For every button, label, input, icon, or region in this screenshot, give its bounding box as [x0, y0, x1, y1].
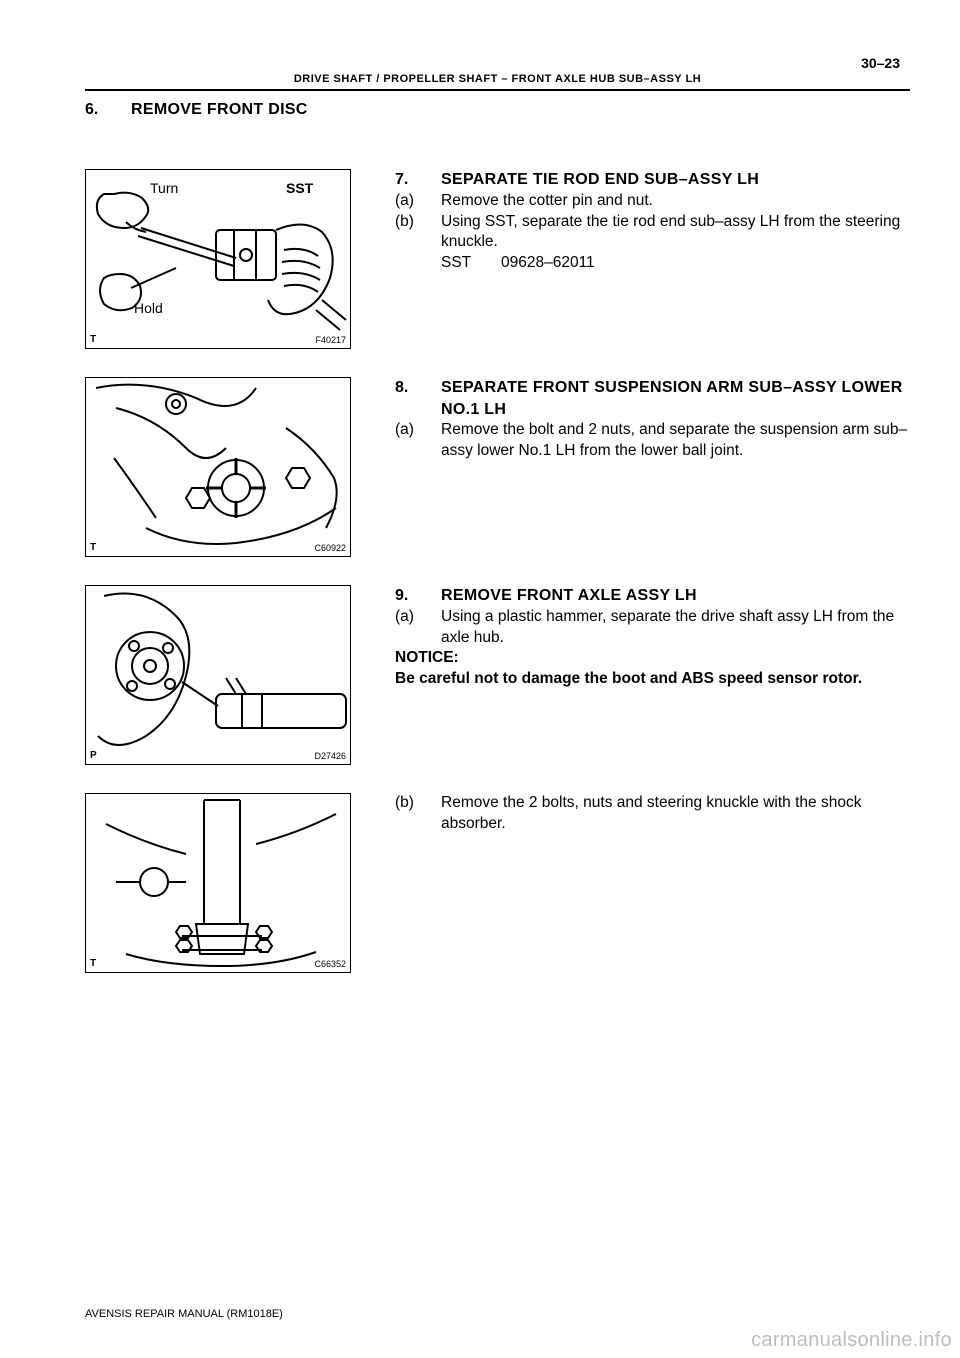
figure-corner: P — [90, 750, 97, 761]
step-8: T C60922 8. SEPARATE FRONT SUSPENSION AR… — [85, 377, 910, 557]
step-7: Turn SST Hold T F40217 7. SEPARATE TIE R… — [85, 169, 910, 349]
figure-code: C60922 — [314, 543, 346, 553]
substep-key: (a) — [395, 420, 441, 462]
substep-key: (b) — [395, 793, 441, 835]
step-title: SEPARATE FRONT SUSPENSION ARM SUB–ASSY L… — [441, 377, 910, 420]
figure-corner: T — [90, 958, 96, 969]
sst-value: 09628–62011 — [501, 253, 595, 274]
notice-title: NOTICE: — [395, 648, 910, 669]
substep-body: Remove the 2 bolts, nuts and steering kn… — [441, 793, 910, 835]
header-breadcrumb: DRIVE SHAFT / PROPELLER SHAFT – FRONT AX… — [85, 73, 910, 89]
substep-key: (a) — [395, 607, 441, 649]
substep-key: (a) — [395, 191, 441, 212]
figure-code: C66352 — [314, 959, 346, 969]
figure-suspension-arm: T C60922 — [85, 377, 351, 557]
substep-body: Remove the bolt and 2 nuts, and separate… — [441, 420, 910, 462]
figure-code: D27426 — [314, 751, 346, 761]
figure-corner: T — [90, 542, 96, 553]
watermark: carmanualsonline.info — [751, 1329, 952, 1352]
sst-label: SST — [441, 253, 501, 274]
step-9b: T C66352 (b) Remove the 2 bolts, nuts an… — [85, 793, 910, 973]
figure-label-turn: Turn — [150, 180, 178, 196]
page-number: 30–23 — [85, 55, 910, 71]
notice-body: Be careful not to damage the boot and AB… — [395, 669, 910, 690]
substep-key: (b) — [395, 212, 441, 275]
step-6: 6. REMOVE FRONT DISC — [85, 101, 910, 119]
substep-body: Using SST, separate the tie rod end sub–… — [441, 212, 910, 275]
substep-body: Remove the cotter pin and nut. — [441, 191, 910, 212]
figure-label-hold: Hold — [134, 300, 163, 316]
step-title: REMOVE FRONT AXLE ASSY LH — [441, 585, 910, 607]
step-number: 6. — [85, 101, 131, 119]
divider — [85, 89, 910, 91]
step-number: 9. — [395, 585, 441, 607]
substep-text: Using SST, separate the tie rod end sub–… — [441, 213, 900, 251]
figure-tie-rod: Turn SST Hold T F40217 — [85, 169, 351, 349]
figure-code: F40217 — [315, 335, 346, 345]
footer: AVENSIS REPAIR MANUAL (RM1018E) — [85, 1308, 283, 1320]
figure-label-sst: SST — [286, 180, 313, 196]
step-number: 8. — [395, 377, 441, 420]
step-title: REMOVE FRONT DISC — [131, 101, 910, 119]
figure-axle-hammer: P D27426 — [85, 585, 351, 765]
figure-shock-absorber: T C66352 — [85, 793, 351, 973]
step-9: P D27426 9. REMOVE FRONT AXLE ASSY LH (a… — [85, 585, 910, 765]
substep-body: Using a plastic hammer, separate the dri… — [441, 607, 910, 649]
step-title: SEPARATE TIE ROD END SUB–ASSY LH — [441, 169, 910, 191]
step-number: 7. — [395, 169, 441, 191]
figure-corner: T — [90, 334, 96, 345]
